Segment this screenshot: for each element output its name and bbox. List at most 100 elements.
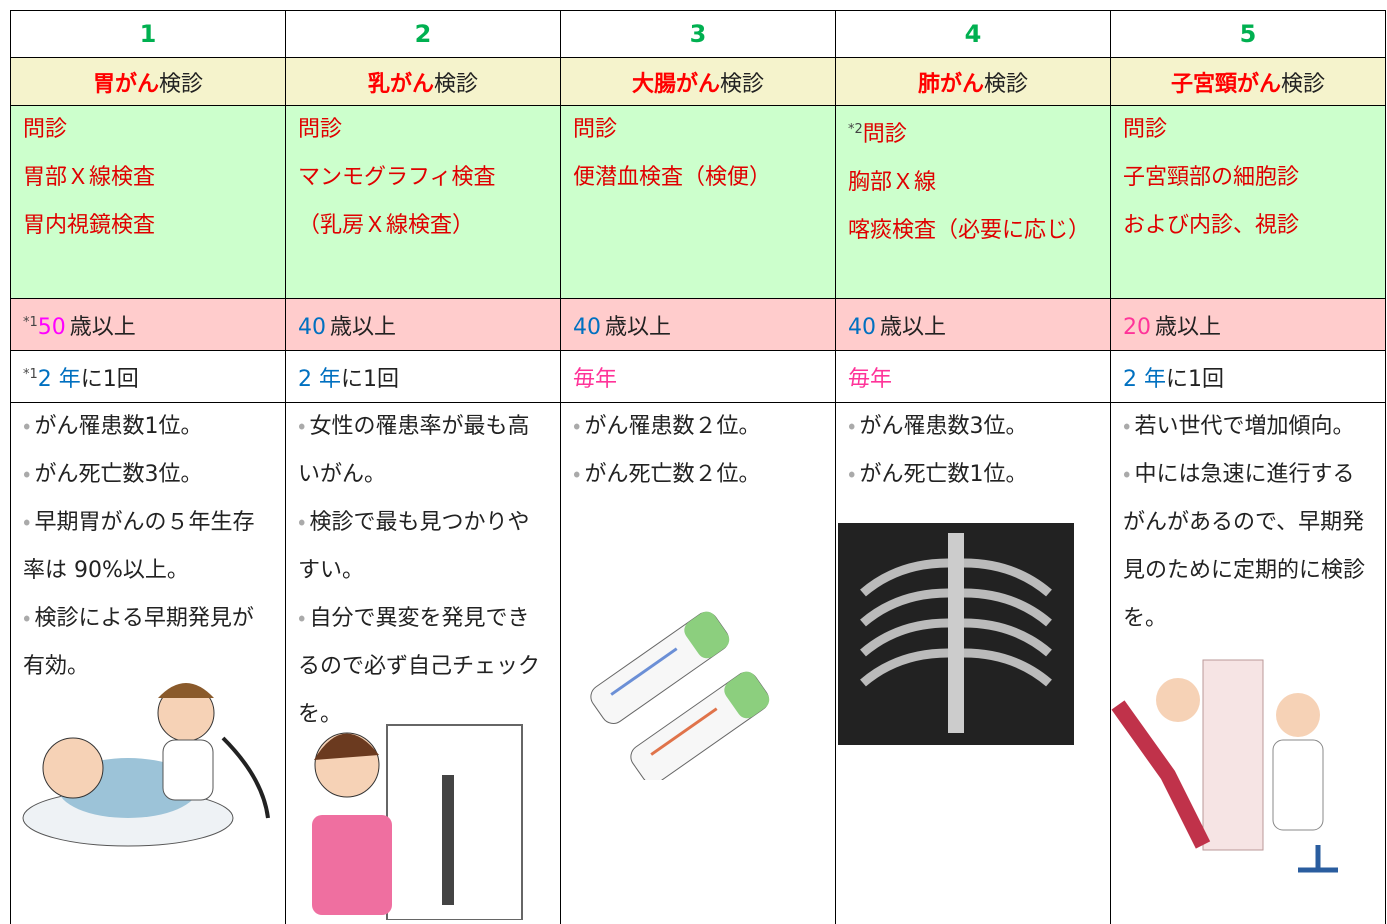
screening-name: 肺がん検診 [835, 57, 1111, 106]
exam-item: 問診 [1123, 107, 1373, 155]
name-suffix: 検診 [984, 71, 1029, 97]
bullet: ・ [848, 462, 856, 487]
exam-item: 問診 [573, 107, 823, 155]
table-row: 問診 胃部Ｘ線検査 胃内視鏡検査 問診 マンモグラフィ検査 （乳房Ｘ線検査） 問診 便潜血検査… [10, 105, 1386, 299]
name-suffix: 検診 [720, 71, 765, 97]
frequency-value: 2 年 [1123, 366, 1166, 392]
target-age: *150 歳以上 [10, 298, 286, 351]
note-item: ・がん罹患数２位。 [573, 404, 823, 452]
age-value: 40 [298, 314, 326, 340]
table-row: 胃がん検診 乳がん検診 大腸がん検診 肺がん検診 子宮頸がん検診 [10, 57, 1386, 106]
mammography-illustration [312, 724, 523, 920]
note-item: ・検診で最も見つかりやすい。 [298, 499, 548, 595]
frequency: *12 年に1回 [10, 350, 286, 403]
note-item: ・自分で異変を発見できるので必ず自己チェックを。 [298, 595, 548, 739]
note-item: ・検診による早期発見が有効。 [23, 595, 273, 691]
note-text: がん罹患数3位。 [859, 414, 1028, 439]
exam-list: 問診胃部Ｘ線検査 胃内視鏡検査 [10, 105, 286, 299]
age-suffix: 歳以上 [880, 314, 947, 340]
screening-name: 大腸がん検診 [560, 57, 836, 106]
screening-name: 乳がん検診 [285, 57, 561, 106]
bullet: ・ [298, 414, 306, 439]
exam-text: 胃部Ｘ線検査 [23, 165, 156, 190]
frequency-suffix: に1回 [80, 366, 139, 392]
frequency: 毎年 [560, 350, 836, 403]
target-age: 40 歳以上 [835, 298, 1111, 351]
bullet: ・ [1123, 462, 1131, 487]
bullet: ・ [23, 462, 31, 487]
note-text: 検診による早期発見が有効。 [23, 606, 254, 679]
note-text: がん罹患数２位。 [584, 414, 761, 439]
target-age: 20 歳以上 [1110, 298, 1386, 351]
age-suffix: 歳以上 [69, 314, 136, 340]
exam-item: 問診 [298, 107, 548, 155]
column-number: 2 [285, 10, 561, 58]
target-age: 40 歳以上 [285, 298, 561, 351]
note-item: ・早期胃がんの５年生存率は 90%以上。 [23, 499, 273, 595]
exam-text: （乳房Ｘ線検査） [298, 213, 475, 238]
column-number: 1 [10, 10, 286, 58]
chest-xray-image [838, 523, 1074, 745]
note-text: 自分で異変を発見できるので必ず自己チェックを。 [298, 606, 541, 727]
frequency: 2 年に1回 [285, 350, 561, 403]
note-item: ・がん死亡数２位。 [573, 451, 823, 499]
exam-list: *2問診胸部Ｘ線喀痰検査（必要に応じ） [835, 105, 1111, 299]
note-text: 女性の罹患率が最も高いがん。 [298, 414, 530, 487]
cancer-name: 乳がん [367, 71, 434, 97]
note-text: がん罹患数1位。 [34, 414, 203, 439]
exam-list: 問診 マンモグラフィ検査 （乳房Ｘ線検査） [285, 105, 561, 299]
exam-text: 喀痰検査（必要に応じ） [848, 218, 1091, 243]
exam-text: および内診、視診 [1123, 213, 1300, 238]
note-item: ・中には急速に進行するがんがあるので、早期発見のために定期的に検診を。 [1123, 451, 1373, 643]
exam-item: *2問診 [848, 107, 1098, 160]
exam-text: 問診 [1123, 117, 1168, 142]
footnote-mark: *1 [23, 314, 38, 330]
age-suffix: 歳以上 [605, 314, 672, 340]
gastro-illustration [22, 683, 270, 847]
age-value: 40 [848, 314, 876, 340]
age-value: 50 [37, 314, 66, 340]
exam-text: 胸部Ｘ線 [848, 170, 937, 195]
note-text: 中には急速に進行するがんがあるので、早期発見のために定期的に検診を。 [1123, 462, 1366, 631]
footnote-mark: *1 [23, 366, 38, 382]
frequency-suffix: に1回 [341, 366, 399, 392]
table-row: ・がん罹患数1位。・がん死亡数3位。・早期胃がんの５年生存率は 90%以上。・検… [10, 402, 1386, 924]
name-suffix: 検診 [434, 71, 479, 97]
note-text: がん死亡数1位。 [859, 462, 1028, 487]
name-suffix: 検診 [159, 71, 204, 97]
cancer-name: 子宮頸がん [1170, 71, 1281, 97]
note-text: がん死亡数3位。 [34, 462, 203, 487]
frequency-value: 2 年 [298, 366, 341, 392]
note-text: がん死亡数２位。 [584, 462, 761, 487]
exam-text: 便潜血検査（検便） [573, 165, 772, 190]
exam-item: （乳房Ｘ線検査） [298, 202, 548, 250]
cancer-name: 大腸がん [631, 71, 720, 97]
exam-item: および内診、視診 [1123, 202, 1373, 250]
name-suffix: 検診 [1281, 71, 1326, 97]
exam-text: 胃内視鏡検査 [23, 213, 156, 238]
bullet: ・ [23, 606, 31, 631]
exam-text: 問診 [23, 117, 68, 142]
table-row: *12 年に1回 2 年に1回 毎年 毎年 2 年に1回 [10, 350, 1386, 403]
age-value: 20 [1123, 314, 1151, 340]
exam-item: 胃部Ｘ線検査 [23, 154, 273, 202]
exam-list: 問診 子宮頸部の細胞診 および内診、視診 [1110, 105, 1386, 299]
note-item: ・がん死亡数3位。 [23, 451, 273, 499]
exam-list: 問診便潜血検査（検便） [560, 105, 836, 299]
exam-text: 問診 [298, 117, 343, 142]
exam-text: 問診 [862, 122, 907, 147]
frequency: 毎年 [835, 350, 1111, 403]
frequency: 2 年に1回 [1110, 350, 1386, 403]
cancer-name: 肺がん [917, 71, 984, 97]
exam-item: 胃内視鏡検査 [23, 202, 273, 250]
note-text: 若い世代で増加傾向。 [1134, 414, 1355, 439]
note-item: ・がん罹患数3位。 [848, 404, 1098, 452]
exam-item: 胸部Ｘ線 [848, 159, 1098, 207]
column-number: 5 [1110, 10, 1386, 58]
bullet: ・ [573, 414, 581, 439]
note-item: ・がん罹患数1位。 [23, 404, 273, 452]
exam-text: 問診 [573, 117, 618, 142]
bullet: ・ [23, 414, 31, 439]
